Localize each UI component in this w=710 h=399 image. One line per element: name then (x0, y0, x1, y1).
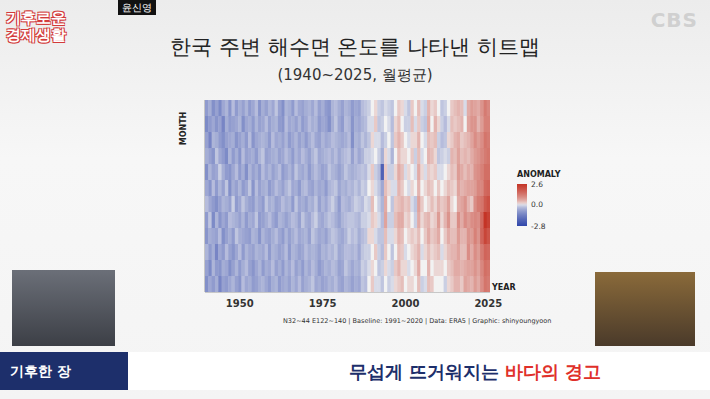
html-text:MONTH: MONTH (178, 111, 188, 146)
html-text:ANOMALY: ANOMALY (517, 170, 561, 179)
html-text:(1940~2025, 월평균): (1940~2025, 월평균) (277, 66, 433, 84)
svg-text:2025: 2025 (474, 298, 502, 309)
svg-text:2000: 2000 (392, 298, 420, 309)
html-text:윤신영: 윤신영 (122, 2, 152, 13)
html-text:무섭게 뜨거워지는 바다의 경고: 무섭게 뜨거워지는 바다의 경고 (348, 361, 602, 382)
svg-text:0.0: 0.0 (531, 200, 543, 209)
svg-text:-2.8: -2.8 (531, 222, 546, 231)
html-text:기후한 장: 기후한 장 (10, 363, 71, 379)
html-text:기후로운 경제생활: 기후로운 경제생활 (6, 9, 66, 44)
html-text:N32~44 E122~140 | Baseline: 19: N32~44 E122~140 | Baseline: 1991~2020 | … (283, 317, 552, 325)
html-text:CBS: CBS (650, 8, 698, 32)
svg-text:2.6: 2.6 (531, 180, 543, 189)
svg-text:1950: 1950 (226, 298, 254, 309)
svg-text:1975: 1975 (309, 298, 337, 309)
html-text:한국 주변 해수면 온도를 나타낸 히트맵: 한국 주변 해수면 온도를 나타낸 히트맵 (170, 35, 540, 59)
html-text:YEAR: YEAR (492, 283, 516, 292)
